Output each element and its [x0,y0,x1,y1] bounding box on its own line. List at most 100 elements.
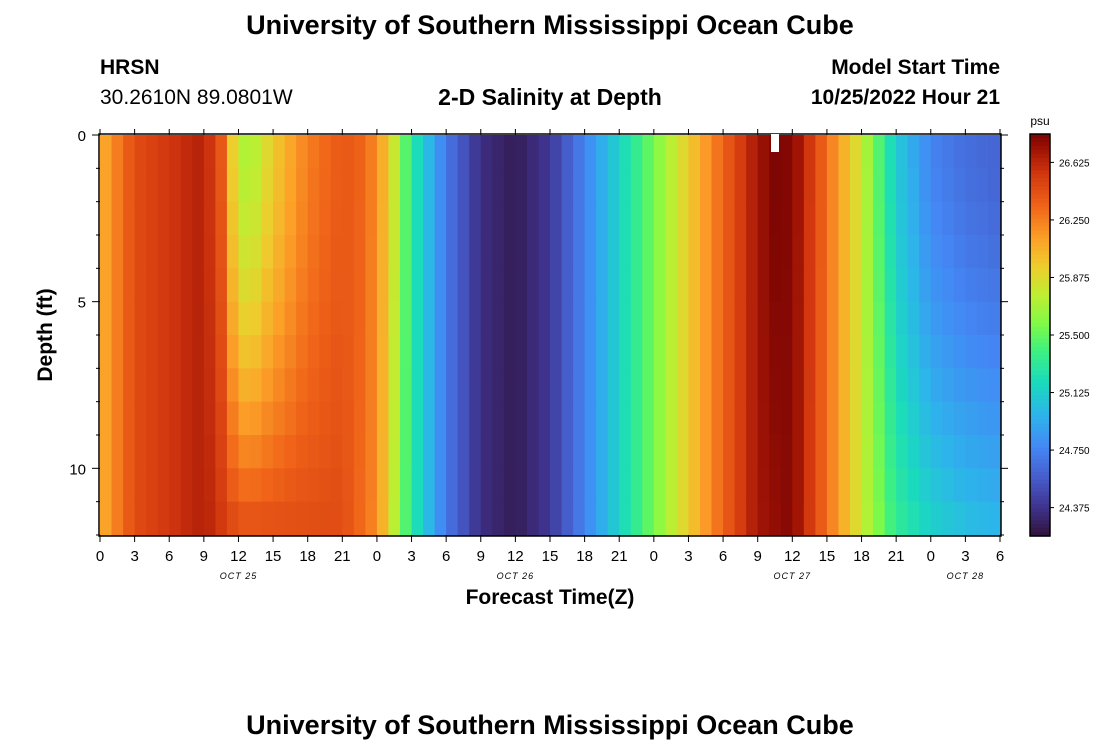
heatmap-cell [250,368,263,403]
heatmap-cell [284,468,297,503]
heatmap-cell [792,368,805,403]
colorbar-segment [1030,479,1050,485]
heatmap-cell [388,435,401,469]
heatmap-cell [353,335,366,369]
heatmap-cell [850,501,863,536]
heatmap-cell [250,468,263,503]
heatmap-cell [596,468,609,503]
heatmap-cell [503,501,516,536]
heatmap-cell [619,135,632,169]
x-tick-label: 6 [719,548,727,565]
colorbar-segment [1030,306,1050,312]
heatmap-cell [665,435,678,469]
heatmap-cell [988,135,1001,169]
heatmap-cell [734,235,747,269]
heatmap-cell [988,368,1001,403]
heatmap-cell [919,201,932,236]
heatmap-cell [976,335,990,369]
x-tick-label: 3 [684,548,692,565]
colorbar-tick-label: 26.250 [1059,216,1090,227]
heatmap-cell [365,135,378,169]
heatmap-cell [873,168,886,203]
heatmap-cell [642,301,655,336]
heatmap-cell [838,201,851,236]
heatmap-cell [457,501,470,536]
heatmap-cell [365,168,378,203]
x-tick-label: 12 [230,548,247,565]
heatmap-cell [838,501,851,536]
heatmap-cell [400,368,413,403]
heatmap-cell [584,301,597,336]
heatmap-cell [850,135,863,169]
heatmap-cell [307,268,320,303]
heatmap-cell [953,268,966,303]
heatmap-cell [330,501,343,536]
heatmap-cell [538,135,551,169]
heatmap-cell [192,401,205,436]
heatmap-cell [330,435,343,469]
heatmap-cell [688,501,701,536]
heatmap-cell [573,235,586,269]
heatmap-cell [538,401,551,436]
heatmap-cell [838,168,851,203]
heatmap-cell [780,201,793,236]
heatmap-cell [976,368,990,403]
heatmap-cell [573,368,586,403]
heatmap-cell [100,401,113,436]
heatmap-cell [342,501,355,536]
heatmap-cell [723,401,736,436]
heatmap-cell [538,468,551,503]
colorbar-segment [1030,234,1050,240]
heatmap-cell [873,135,886,169]
heatmap-cell [780,435,793,469]
colorbar-segment [1030,419,1050,425]
heatmap-cell [330,135,343,169]
heatmap-cell [526,468,540,503]
heatmap-cell [526,268,540,303]
heatmap-cell [757,235,770,269]
heatmap-cell [273,201,286,236]
heatmap-cell [688,368,701,403]
footer-title: University of Southern Mississippi Ocean… [246,710,854,740]
heatmap-cell [261,435,274,469]
heatmap-cell [884,368,897,403]
heatmap-cell [492,168,505,203]
heatmap-cell [688,168,701,203]
heatmap-cell [861,268,874,303]
colorbar-segment [1030,210,1050,215]
heatmap-cell [573,435,586,469]
heatmap-cell [976,235,990,269]
heatmap-cell [746,501,759,536]
heatmap-cell [561,168,574,203]
x-axis-ticks: 0 3 6 9 12 15 18 21 0 3 6 9 12 15 18 21 0 3 6 9 12 15 18 21 0 3 6 O… [96,129,1004,581]
heatmap-cell [492,368,505,403]
heatmap-cell [515,335,528,369]
heatmap-cell [688,201,701,236]
heatmap-cell [619,235,632,269]
heatmap-cell [815,168,828,203]
heatmap-cell [942,135,955,169]
heatmap-cell [307,435,320,469]
heatmap-cell [319,368,332,403]
heatmap-cell [584,168,597,203]
heatmap-cell [157,368,170,403]
heatmap-cell [203,168,216,203]
heatmap-cell [388,168,401,203]
heatmap-cell [665,468,678,503]
heatmap-cell [226,401,240,436]
heatmap-cell [896,168,909,203]
heatmap-cell [157,468,170,503]
heatmap-cell [538,435,551,469]
heatmap-cell [365,368,378,403]
heatmap-cell [515,235,528,269]
heatmap-cell [976,201,990,236]
heatmap-cell [353,435,366,469]
heatmap-cell [111,335,124,369]
heatmap-cell [723,301,736,336]
heatmap-cell [192,201,205,236]
heatmap-cell [226,468,240,503]
heatmap-cell [896,368,909,403]
heatmap-cell [803,401,816,436]
heatmap-cell [342,401,355,436]
heatmap-cell [838,235,851,269]
